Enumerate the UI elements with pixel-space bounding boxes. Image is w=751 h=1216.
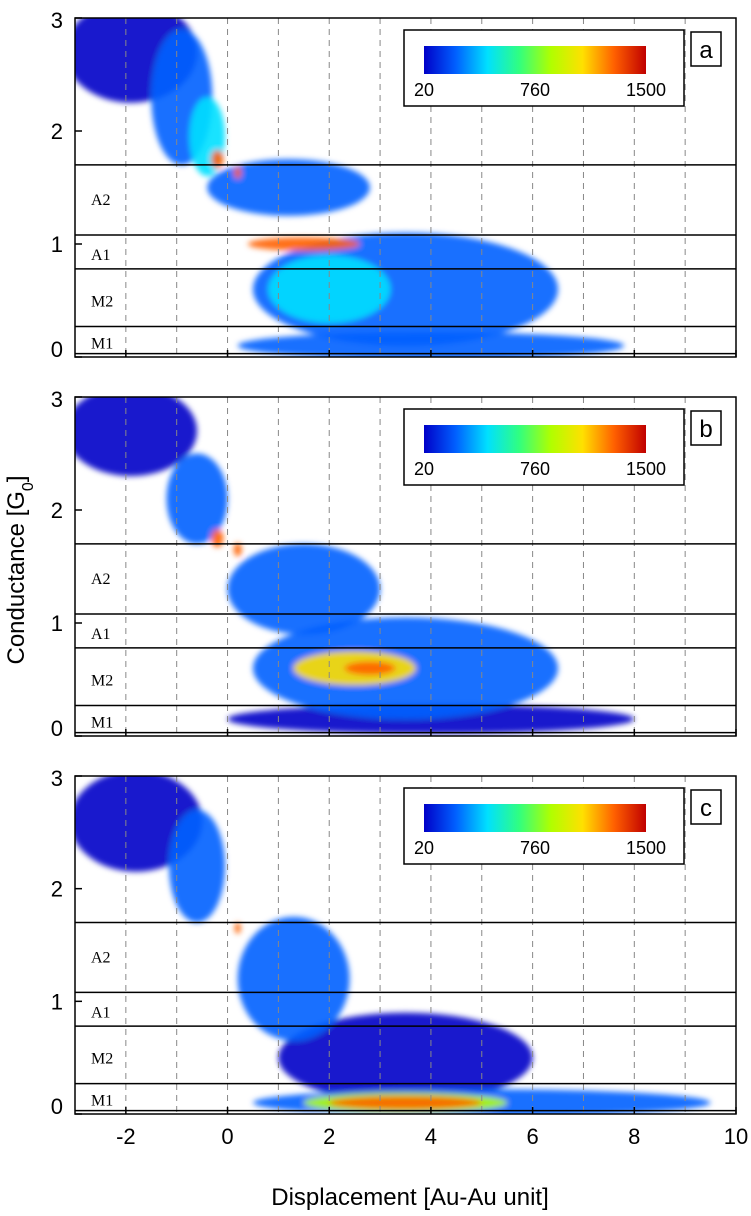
- region-label-m2: M2: [91, 1051, 113, 1068]
- panel-label-box: [690, 410, 722, 446]
- y-tick-label: 0: [51, 337, 63, 362]
- x-tick-label: 4: [425, 1124, 437, 1149]
- heat-cell-b-6: [211, 529, 224, 548]
- x-tick-label: 6: [526, 1124, 538, 1149]
- panel-c: A2 A1 M2 M1 0 1 2 3 -2 0 2 4 6 8 10 20 760 1500 c: [51, 766, 748, 1149]
- colorbar-tick-label: 20: [414, 80, 434, 100]
- y-tick-label: 3: [51, 8, 63, 33]
- colorbar-c: 20 760 1500: [403, 787, 685, 865]
- colorbar-tick-label: 760: [520, 838, 550, 858]
- colorbar-tick-label: 1500: [626, 80, 666, 100]
- colorbar-tick-label: 1500: [626, 459, 666, 479]
- x-tick-label: 10: [724, 1124, 748, 1149]
- heat-cell-c-4: [237, 916, 350, 1041]
- panel-label-text: a: [699, 37, 713, 64]
- panel-label-text: b: [699, 416, 712, 443]
- heat-cell-c-0: [75, 776, 203, 872]
- heat-cell-b-4: [166, 453, 228, 544]
- heat-cell-b-2: [227, 543, 381, 635]
- region-label-a1: A1: [91, 247, 111, 264]
- x-tick-label: 0: [221, 1124, 233, 1149]
- panel-label-a: a: [690, 31, 722, 67]
- heat-cell-c-1: [278, 1012, 533, 1103]
- heat-cell-a-3: [207, 159, 370, 216]
- colorbar-tick-label: 1500: [626, 838, 666, 858]
- y-tick-label: 2: [51, 877, 63, 902]
- heat-cell-a-8: [234, 167, 242, 179]
- x-axis-label: Displacement [Au-Au unit]: [271, 1184, 548, 1211]
- plot-frame-c: [74, 775, 737, 1115]
- panel-label-text: c: [700, 795, 712, 822]
- colorbar-gradient: [424, 804, 646, 832]
- y-tick-label: 0: [51, 716, 63, 741]
- region-label-a2: A2: [91, 949, 111, 966]
- panel-b: A2 A1 M2 M1 0 1 2 3 20 760 1500 b: [51, 387, 737, 741]
- x-tick-label: -2: [116, 1124, 136, 1149]
- colorbar-tick-label: 20: [414, 838, 434, 858]
- y-tick-label: 1: [51, 989, 63, 1014]
- region-label-a2: A2: [91, 571, 111, 588]
- heat-cell-c-6: [234, 922, 241, 934]
- y-tick-label: 0: [51, 1094, 63, 1119]
- x-tick-label: 8: [628, 1124, 640, 1149]
- y-tick-label: 2: [51, 119, 63, 144]
- panel-label-box: [690, 789, 722, 825]
- region-label-m1: M1: [91, 1092, 113, 1109]
- x-tick-label: 2: [323, 1124, 335, 1149]
- panel-label-b: b: [690, 410, 722, 446]
- heat-cell-a-7: [211, 150, 224, 169]
- plot-frame-a: [74, 17, 737, 358]
- y-tick-label: 3: [51, 387, 63, 412]
- heat-cell-b-7: [233, 542, 242, 557]
- panel-label-c: c: [690, 789, 722, 825]
- colorbar-gradient: [424, 425, 646, 453]
- region-label-a2: A2: [91, 192, 111, 209]
- region-label-a1: A1: [91, 1004, 111, 1021]
- region-label-m1: M1: [91, 335, 113, 352]
- heat-cell-b-8: [344, 661, 396, 675]
- colorbar-gradient: [424, 46, 646, 74]
- y-axis-label: Conductance [G0]: [3, 475, 37, 664]
- heat-cell-c-7: [329, 1095, 482, 1110]
- heat-cell-b-0: [75, 397, 198, 477]
- region-label-m2: M2: [91, 673, 113, 690]
- region-label-a1: A1: [91, 626, 111, 643]
- y-tick-label: 2: [51, 498, 63, 523]
- panel-label-box: [690, 31, 722, 67]
- y-tick-label: 3: [51, 766, 63, 791]
- heat-cell-c-3: [169, 809, 225, 923]
- y-tick-label: 1: [51, 611, 63, 636]
- heat-cell-a-5: [268, 255, 391, 324]
- colorbar-tick-label: 760: [520, 80, 550, 100]
- colorbar-a: 20 760 1500: [403, 29, 685, 107]
- colorbar-b: 20 760 1500: [403, 408, 685, 486]
- y-tick-label: 1: [51, 232, 63, 257]
- panel-a: A2 A1 M2 M1 0 1 2 3 20 760 1500 a: [51, 8, 737, 362]
- plot-frame-b: [74, 396, 737, 737]
- region-label-m2: M2: [91, 294, 113, 311]
- heatmap-c: [75, 776, 711, 1114]
- heat-cell-a-9: [247, 237, 360, 251]
- colorbar-tick-label: 20: [414, 459, 434, 479]
- colorbar-tick-label: 760: [520, 459, 550, 479]
- region-label-m1: M1: [91, 714, 113, 731]
